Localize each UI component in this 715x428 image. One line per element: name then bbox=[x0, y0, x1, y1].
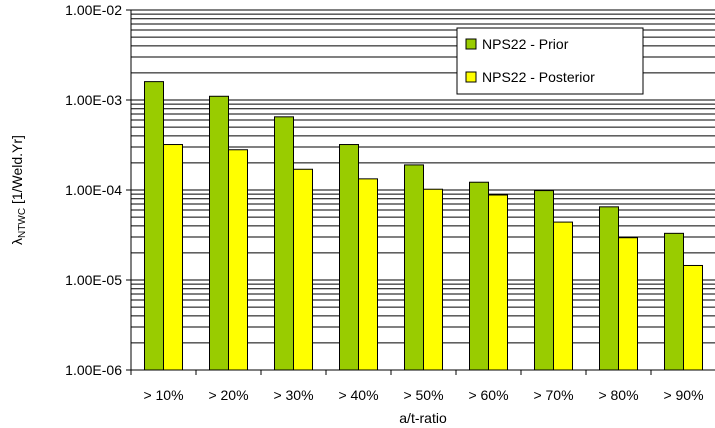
x-tick-label: > 10% bbox=[143, 387, 183, 403]
x-tick-label: > 20% bbox=[208, 387, 248, 403]
y-tick-label: 1.00E-06 bbox=[65, 362, 122, 378]
bar-posterior bbox=[553, 221, 573, 371]
bar-posterior bbox=[618, 237, 638, 371]
x-axis-ticks: > 10% > 20% > 30% > 40% > 50% > 60% > 70% > 80%… bbox=[130, 370, 704, 403]
y-tick-label: 1.00E-03 bbox=[65, 92, 122, 108]
bar-posterior bbox=[683, 264, 703, 371]
bar-prior bbox=[339, 144, 359, 371]
bar-prior bbox=[274, 116, 294, 371]
y-tick-label: 1.00E-05 bbox=[65, 272, 122, 288]
bar-prior bbox=[144, 81, 164, 371]
legend-label-posterior: NPS22 - Posterior bbox=[482, 69, 595, 85]
bar-prior bbox=[469, 181, 489, 371]
bar-posterior bbox=[358, 178, 378, 371]
bar-prior bbox=[209, 95, 229, 371]
x-tick-label: > 80% bbox=[598, 387, 638, 403]
y-axis-label: λNTWC [1/Weld.Yr] bbox=[9, 135, 28, 245]
bar-posterior bbox=[488, 194, 508, 371]
y-tick-label: 1.00E-02 bbox=[65, 2, 122, 18]
x-tick-label: > 40% bbox=[338, 387, 378, 403]
bar-prior bbox=[404, 164, 424, 371]
legend: NPS22 - Prior NPS22 - Posterior bbox=[456, 27, 644, 95]
bar-prior bbox=[534, 190, 554, 371]
bar-posterior bbox=[228, 149, 248, 371]
legend-swatch-posterior bbox=[465, 71, 477, 83]
bar-prior bbox=[664, 232, 684, 371]
x-tick-label: > 70% bbox=[533, 387, 573, 403]
legend-box bbox=[456, 27, 644, 95]
bar-posterior bbox=[423, 188, 443, 371]
bar-posterior bbox=[293, 168, 313, 371]
y-axis-ticks: 1.00E-06 1.00E-05 1.00E-04 1.00E-03 1.00E-02 bbox=[65, 2, 131, 378]
x-axis-label: a/t-ratio bbox=[399, 410, 447, 426]
x-tick-label: > 50% bbox=[403, 387, 443, 403]
x-tick-label: > 60% bbox=[468, 387, 508, 403]
x-tick-label: > 90% bbox=[663, 387, 703, 403]
legend-swatch-prior bbox=[465, 38, 477, 50]
y-tick-label: 1.00E-04 bbox=[65, 182, 122, 198]
bar-posterior bbox=[163, 144, 183, 371]
bar-prior bbox=[599, 206, 619, 371]
bars bbox=[144, 81, 703, 371]
x-tick-label: > 30% bbox=[273, 387, 313, 403]
legend-label-prior: NPS22 - Prior bbox=[482, 36, 569, 52]
